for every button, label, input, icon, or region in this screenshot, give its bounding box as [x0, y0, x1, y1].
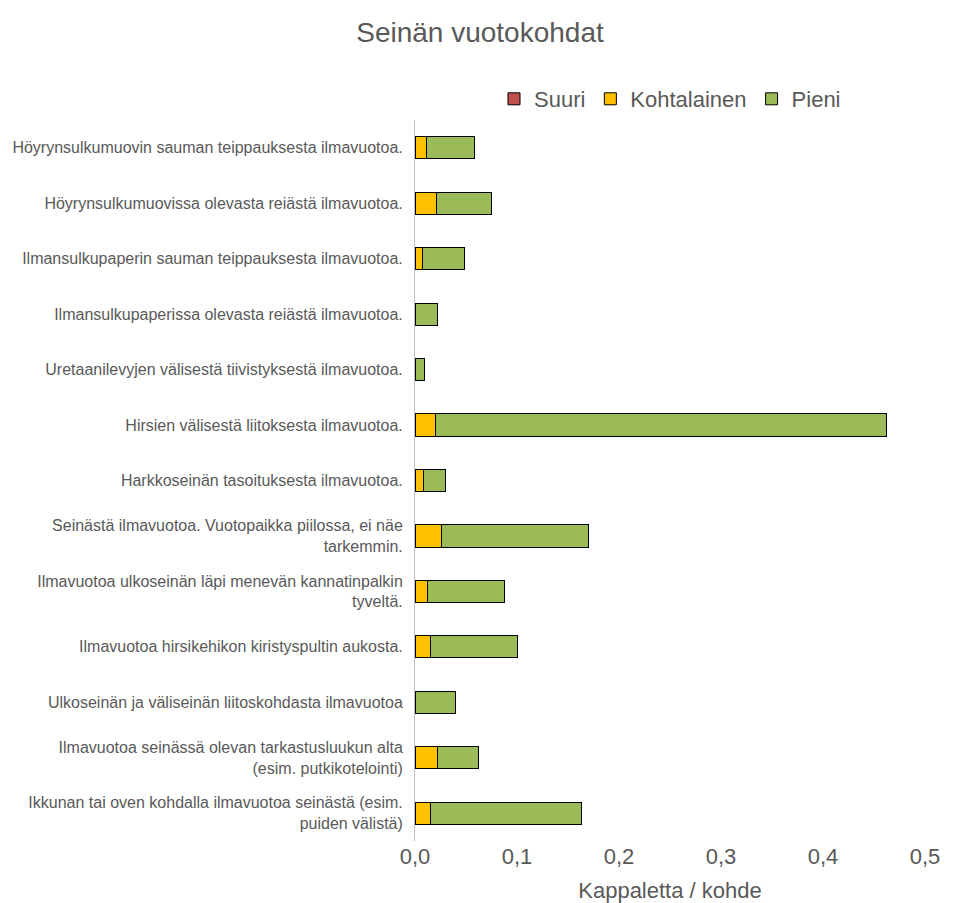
svg-text:Ilmavuotoa hirsikehikon kirist: Ilmavuotoa hirsikehikon kiristyspultin a…	[79, 638, 403, 655]
svg-text:Hirsien välisestä liitoksesta: Hirsien välisestä liitoksesta ilmavuotoa…	[125, 417, 402, 434]
svg-text:0,2: 0,2	[604, 844, 635, 869]
svg-text:0,3: 0,3	[706, 844, 737, 869]
svg-text:Kohtalainen: Kohtalainen	[630, 87, 746, 112]
svg-text:Höyrynsulkumuovissa olevasta r: Höyrynsulkumuovissa olevasta reiästä ilm…	[44, 195, 402, 212]
svg-text:Ilmavuotoa ulkoseinän läpi men: Ilmavuotoa ulkoseinän läpi menevän kanna…	[37, 573, 403, 611]
svg-text:Ilmavuotoa seinässä olevan tar: Ilmavuotoa seinässä olevan tarkastusluuk…	[59, 739, 403, 777]
svg-text:Ikkunan tai oven kohdalla ilma: Ikkunan tai oven kohdalla ilmavuotoa sei…	[28, 794, 402, 832]
svg-text:0,1: 0,1	[502, 844, 533, 869]
svg-text:0,0: 0,0	[400, 844, 431, 869]
svg-text:Kappaletta / kohde: Kappaletta / kohde	[578, 878, 761, 903]
svg-text:Uretaanilevyjen välisestä tiiv: Uretaanilevyjen välisestä tiivistyksestä…	[45, 361, 402, 378]
svg-text:Seinän vuotokohdat: Seinän vuotokohdat	[356, 17, 604, 48]
svg-text:Ilmansulkupaperin sauman teipp: Ilmansulkupaperin sauman teippauksesta i…	[22, 250, 403, 267]
svg-text:Seinästä ilmavuotoa. Vuotopaik: Seinästä ilmavuotoa. Vuotopaikka piiloss…	[52, 517, 403, 555]
svg-text:Ulkoseinän ja väliseinän liito: Ulkoseinän ja väliseinän liitoskohdasta …	[48, 694, 403, 711]
svg-text:Höyrynsulkumuovin sauman teipp: Höyrynsulkumuovin sauman teippauksesta i…	[12, 139, 402, 156]
svg-text:0,4: 0,4	[808, 844, 839, 869]
svg-text:0,5: 0,5	[910, 844, 941, 869]
svg-text:Suuri: Suuri	[534, 87, 585, 112]
svg-text:Ilmansulkupaperissa olevasta r: Ilmansulkupaperissa olevasta reiästä ilm…	[54, 306, 403, 323]
svg-text:Harkkoseinän tasoituksesta ilm: Harkkoseinän tasoituksesta ilmavuotoa.	[121, 472, 403, 489]
svg-text:Pieni: Pieni	[792, 87, 841, 112]
